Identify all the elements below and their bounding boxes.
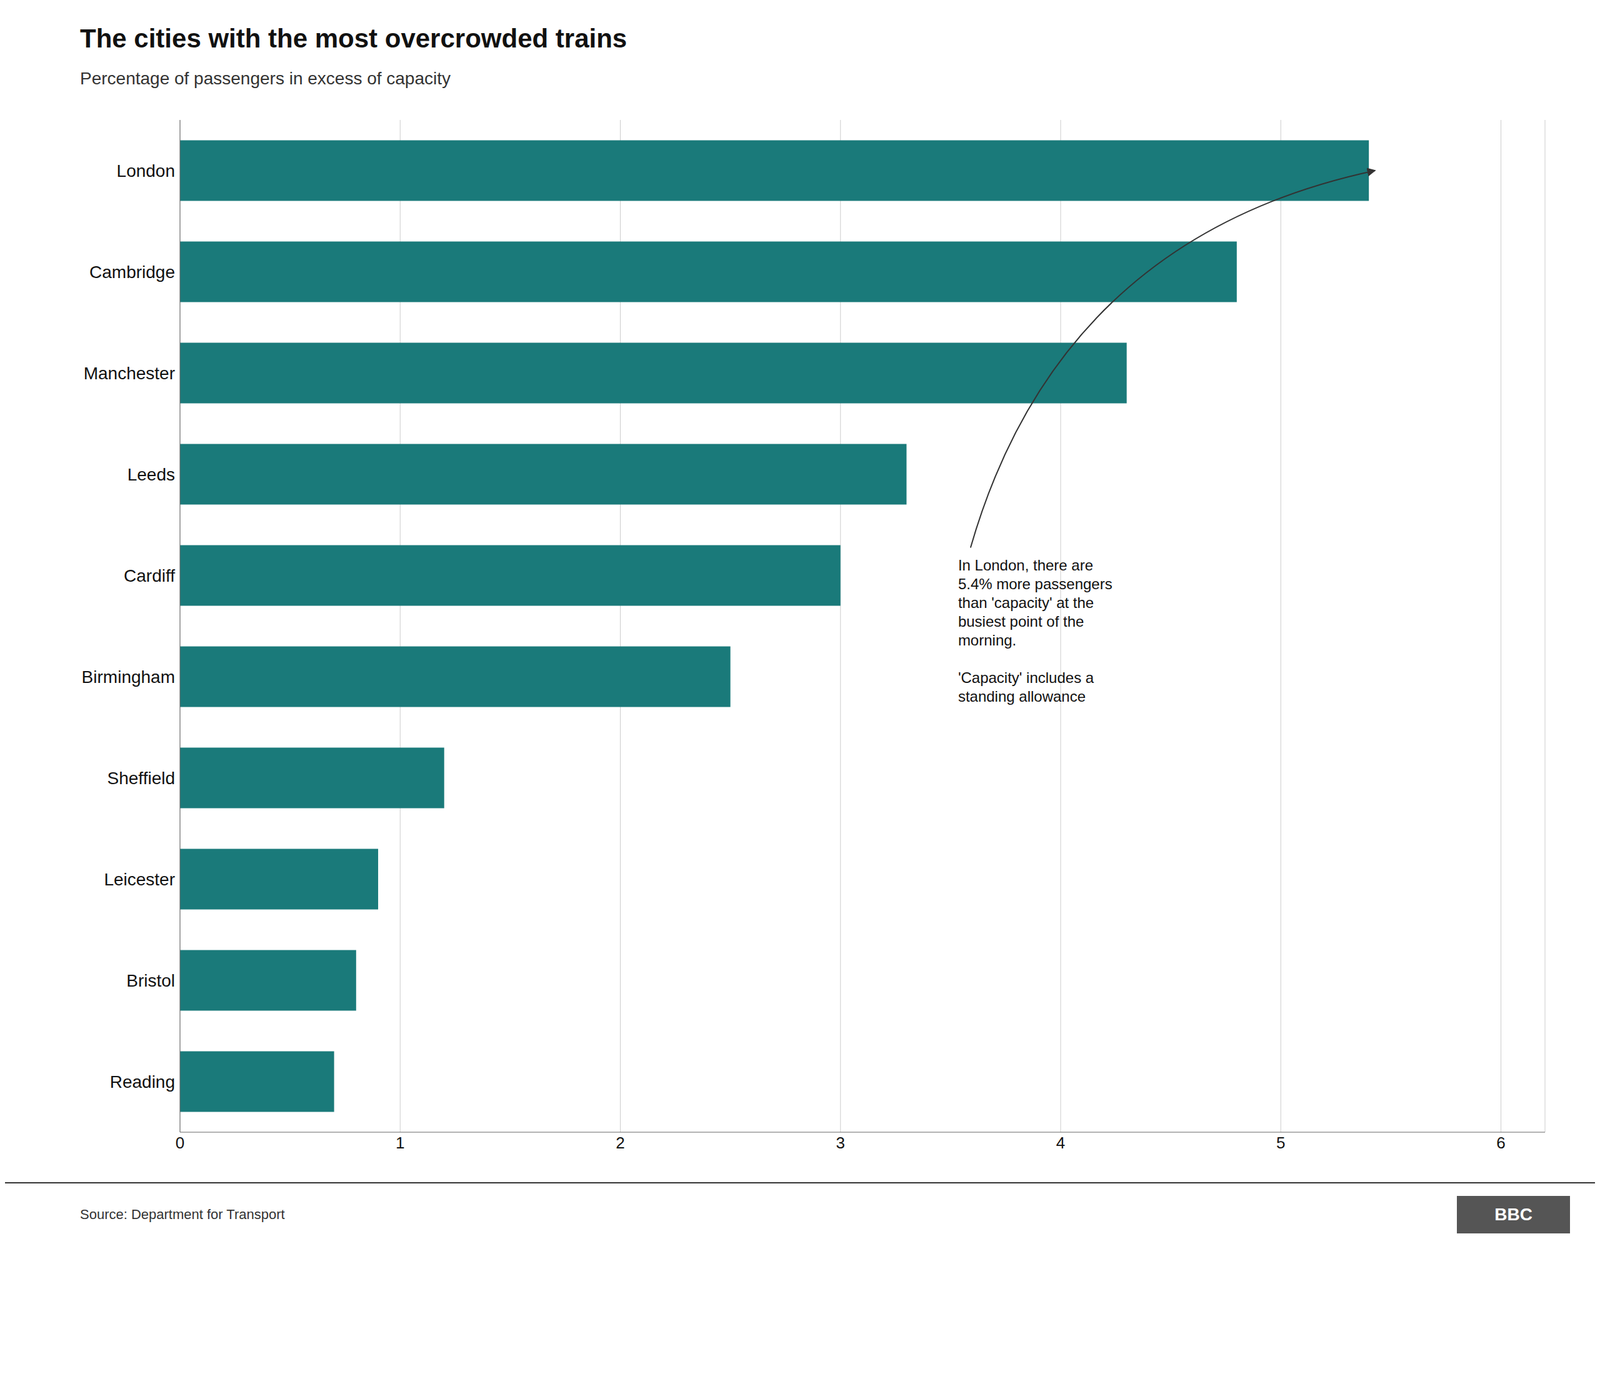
svg-text:Leeds: Leeds	[127, 465, 175, 485]
svg-text:'Capacity' includes a: 'Capacity' includes a	[958, 669, 1095, 687]
svg-text:Leicester: Leicester	[103, 870, 175, 890]
html-text:BBC: BBC	[1494, 1205, 1533, 1225]
svg-text:Cardiff: Cardiff	[123, 566, 175, 586]
svg-text:5.4% more passengers: 5.4% more passengers	[958, 575, 1113, 593]
svg-text:standing allowance: standing allowance	[958, 688, 1086, 705]
svg-text:4: 4	[1056, 1133, 1065, 1153]
svg-text:morning.: morning.	[958, 631, 1017, 649]
svg-text:1: 1	[395, 1133, 405, 1153]
html-text:Source: Department for Transpo: Source: Department for Transport	[80, 1206, 285, 1223]
svg-text:Sheffield: Sheffield	[107, 768, 175, 789]
svg-text:0: 0	[175, 1133, 185, 1153]
svg-text:2: 2	[615, 1133, 625, 1153]
svg-text:Manchester: Manchester	[83, 363, 175, 384]
svg-text:6: 6	[1496, 1133, 1505, 1153]
svg-text:Cambridge: Cambridge	[89, 262, 175, 282]
svg-text:Reading: Reading	[110, 1072, 175, 1092]
svg-text:Birmingham: Birmingham	[81, 667, 175, 687]
html-text:The cities with the most overc: The cities with the most overcrowded tra…	[80, 23, 627, 54]
svg-text:than 'capacity' at the: than 'capacity' at the	[958, 594, 1094, 612]
svg-text:3: 3	[836, 1133, 845, 1153]
svg-text:Bristol: Bristol	[126, 971, 175, 991]
svg-text:In London, there are: In London, there are	[958, 556, 1094, 574]
html-text:Percentage of passengers in ex: Percentage of passengers in excess of ca…	[80, 68, 451, 89]
svg-text:busiest point of the: busiest point of the	[958, 613, 1084, 630]
svg-text:5: 5	[1276, 1133, 1285, 1153]
svg-text:London: London	[116, 161, 175, 181]
